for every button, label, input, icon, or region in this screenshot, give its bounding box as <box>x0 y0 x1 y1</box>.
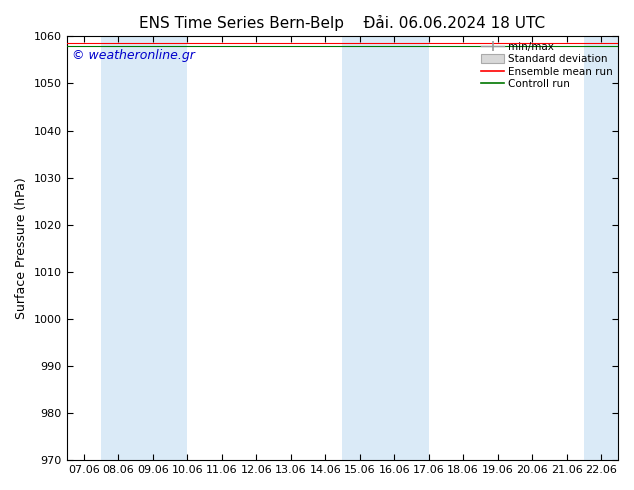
Bar <box>342 36 429 460</box>
Bar <box>584 36 618 460</box>
Text: © weatheronline.gr: © weatheronline.gr <box>72 49 195 62</box>
Title: ENS Time Series Bern-Belp    Đải. 06.06.2024 18 UTC: ENS Time Series Bern-Belp Đải. 06.06.202… <box>139 15 545 31</box>
Bar <box>101 36 187 460</box>
Legend: min/max, Standard deviation, Ensemble mean run, Controll run: min/max, Standard deviation, Ensemble me… <box>478 38 616 93</box>
Y-axis label: Surface Pressure (hPa): Surface Pressure (hPa) <box>15 177 28 319</box>
